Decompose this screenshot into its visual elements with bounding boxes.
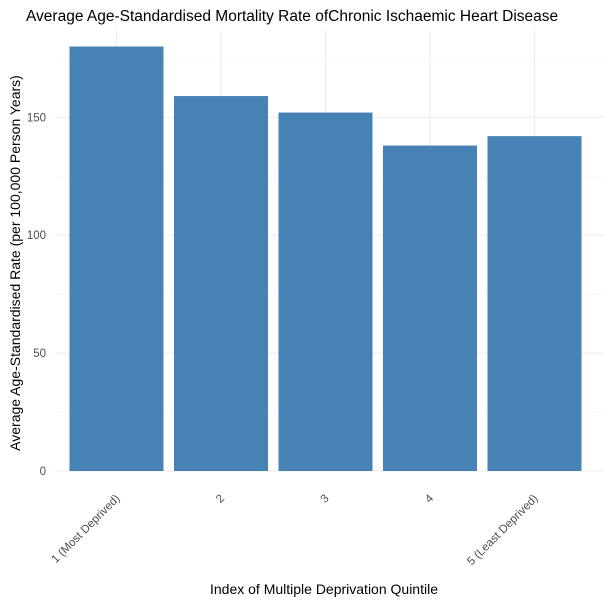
x-tick-label: 3 [319,493,332,506]
chart-title: Average Age-Standardised Mortality Rate … [26,8,558,25]
y-tick-label: 100 [27,230,46,242]
x-tick-labels: 1 (Most Deprived) 2 3 4 5 (Least Deprived) [50,492,541,568]
bar [69,46,164,471]
y-tick-label: 50 [33,348,46,360]
y-tick-label: 150 [27,112,46,124]
x-axis-title: Index of Multiple Deprivation Quintile [210,581,438,597]
x-tick-label: 2 [214,493,227,506]
x-tick-label: 5 (Least Deprived) [465,493,540,568]
x-tick-label: 4 [423,492,436,505]
bar [487,136,582,472]
x-tick-label: 1 (Most Deprived) [50,493,123,566]
bars [69,46,582,472]
bar [174,96,268,471]
y-tick-labels: 0 50 100 150 [27,112,46,478]
bar [383,145,477,471]
y-axis-title: Average Age-Standardised Rate (per 100,0… [7,75,23,451]
y-tick-label: 0 [40,466,46,478]
bar [278,112,373,472]
